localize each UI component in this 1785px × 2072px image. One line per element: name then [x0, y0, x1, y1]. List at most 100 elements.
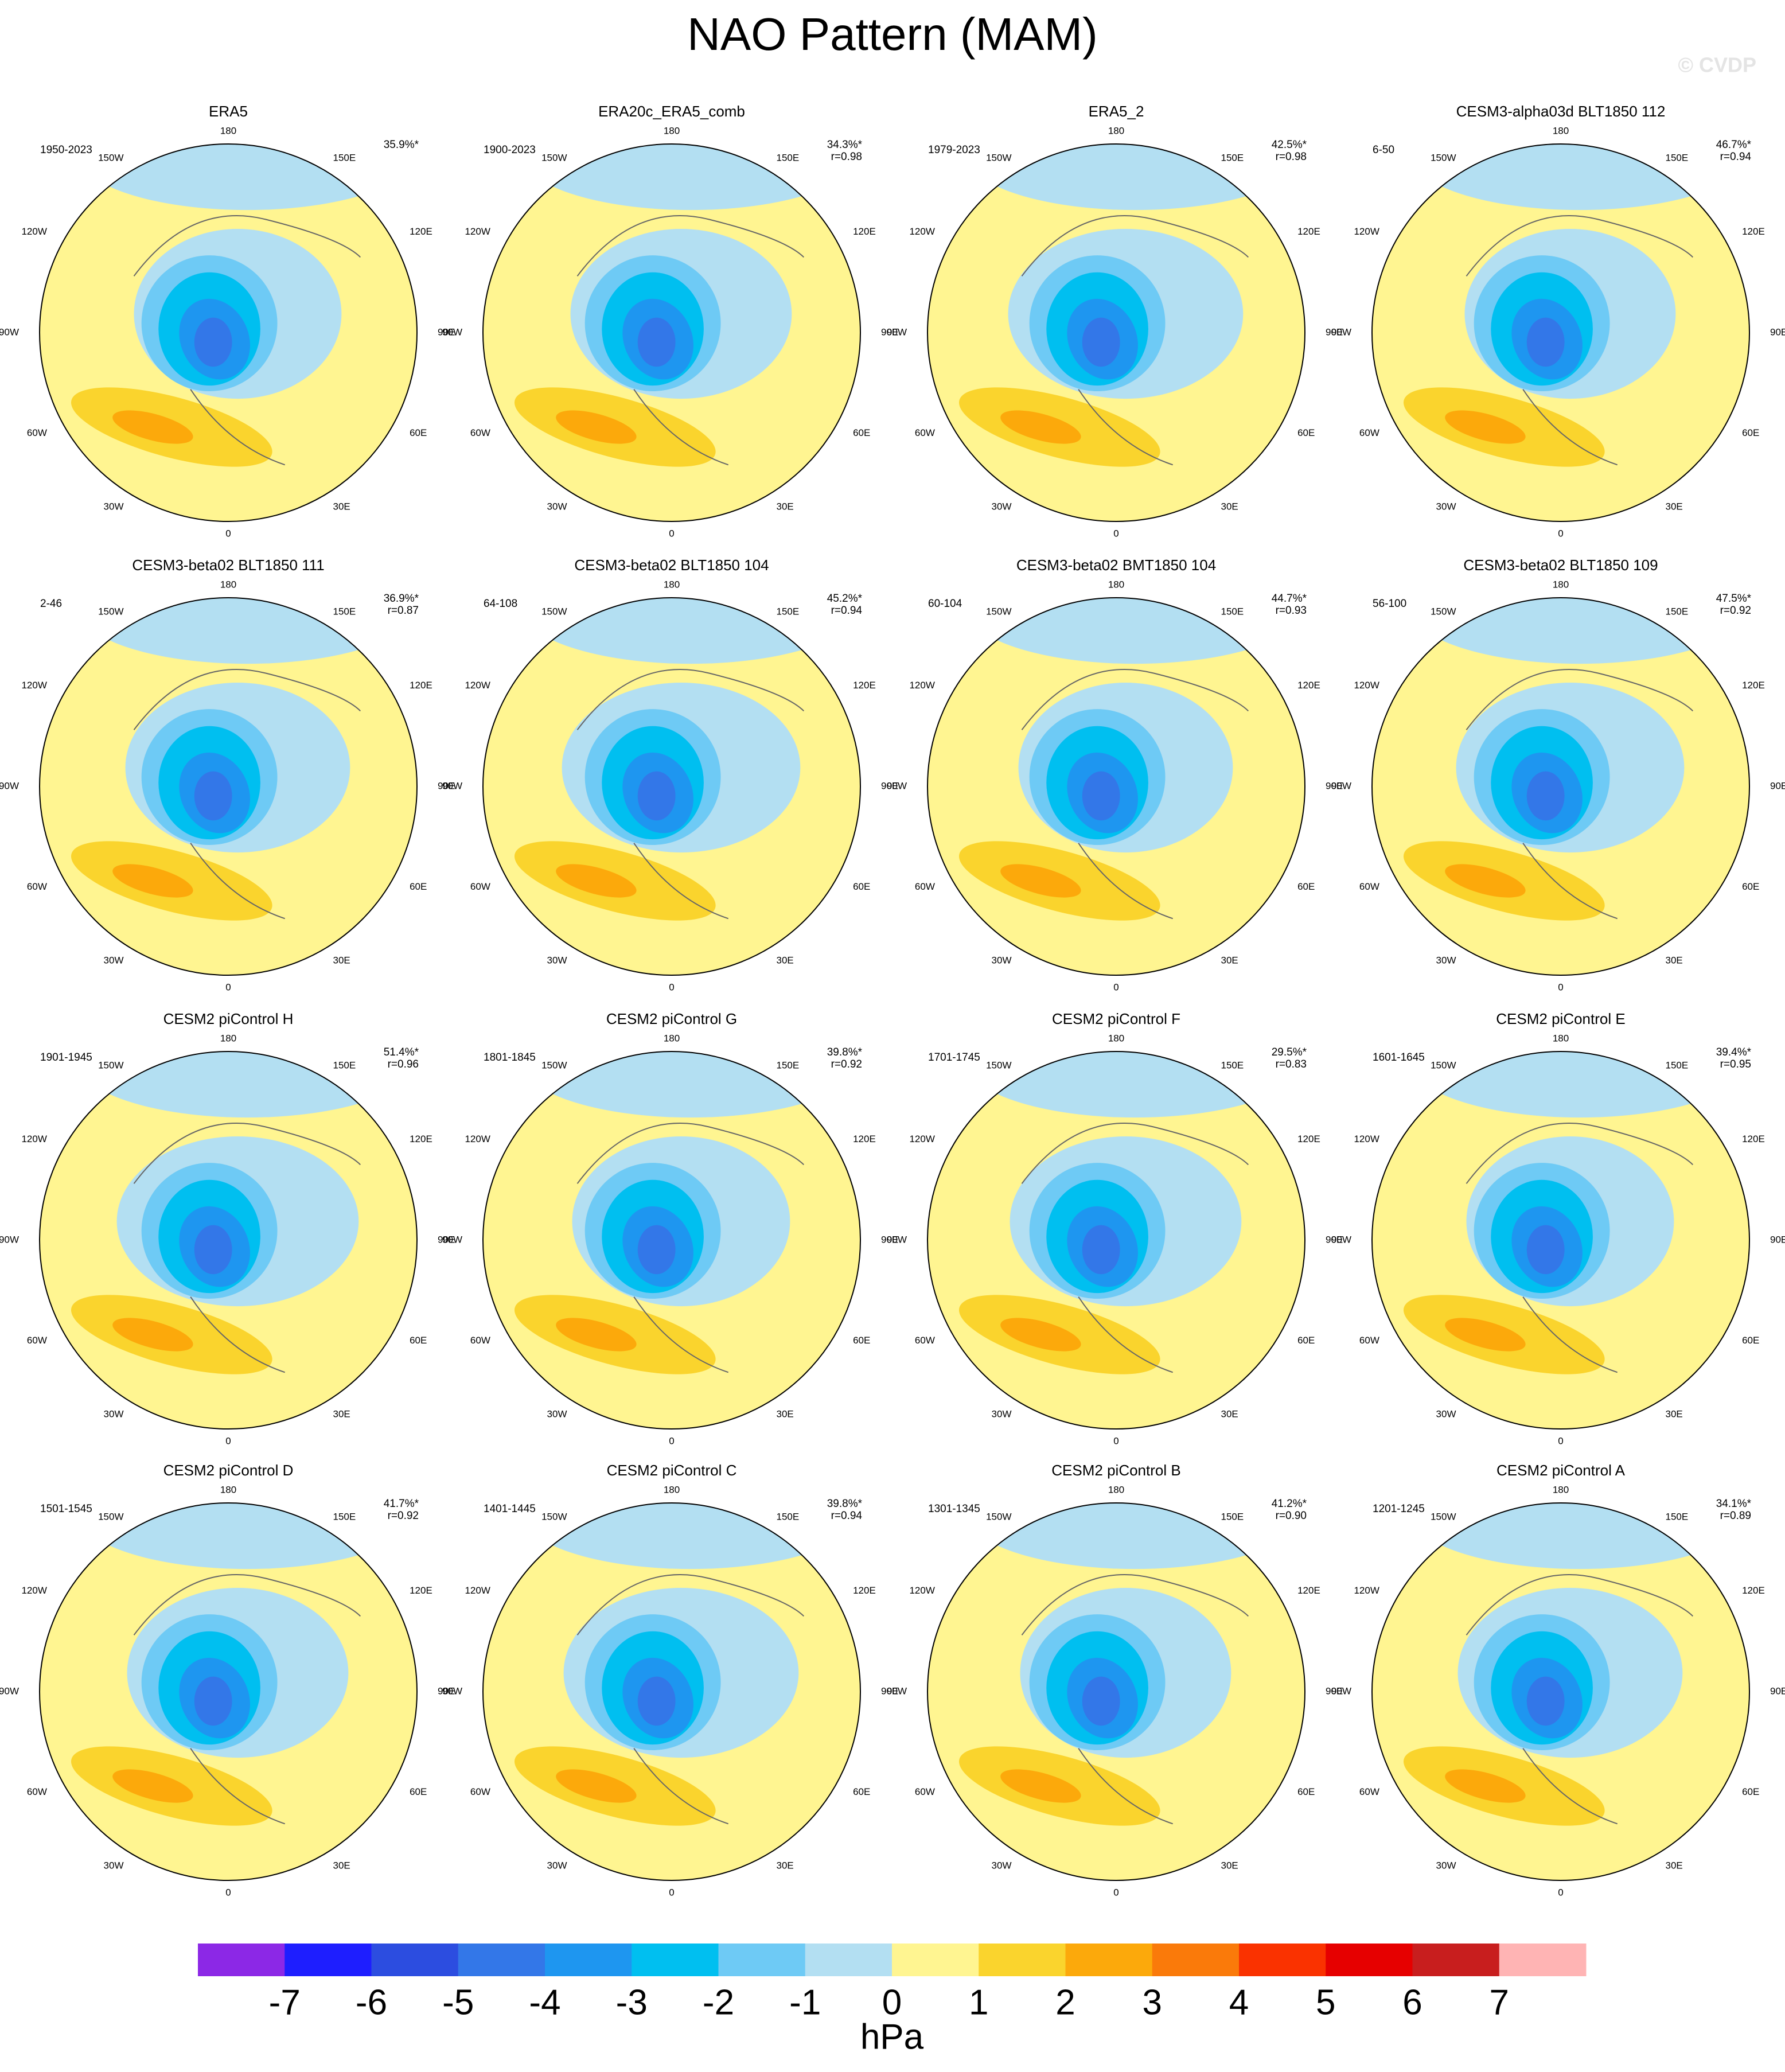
longitude-label: 150W [98, 1060, 123, 1071]
panel-period: 6-50 [1373, 144, 1394, 156]
longitude-label: 120E [1742, 1134, 1765, 1144]
shade-region [1526, 771, 1565, 821]
longitude-label: 150W [1431, 1060, 1456, 1071]
shade-region [1082, 1225, 1120, 1275]
longitude-label: 120W [465, 1134, 490, 1144]
longitude-label: 30E [777, 1860, 794, 1871]
panel-correlation: r=0.94 [831, 1510, 863, 1522]
shade-region [965, 144, 1305, 211]
panel-variance: 34.3%* [827, 139, 863, 151]
longitude-label: 120W [1354, 680, 1379, 691]
map-border [1371, 1502, 1750, 1881]
longitude-label: 90E [438, 1685, 455, 1696]
longitude-label: 180 [664, 1484, 680, 1495]
panel-period: 1801-1845 [484, 1051, 536, 1064]
shade-region [637, 317, 676, 367]
longitude-label: 120E [1297, 680, 1320, 691]
colorbar-tick-label: 3 [1143, 1983, 1162, 2022]
longitude-label: 180 [664, 1033, 680, 1043]
longitude-label: 90W [0, 1685, 19, 1696]
longitude-label: 120E [1297, 1585, 1320, 1596]
longitude-label: 90W [0, 1234, 19, 1245]
map-border [39, 143, 418, 522]
longitude-label: 150E [777, 1512, 800, 1522]
longitude-label: 0 [225, 528, 231, 539]
longitude-label: 120W [909, 680, 934, 691]
longitude-label: 0 [1558, 1887, 1563, 1898]
longitude-label: 90E [1770, 1234, 1785, 1245]
map-border [927, 1502, 1305, 1881]
longitude-label: 120E [853, 1134, 876, 1144]
longitude-label: 60E [853, 427, 870, 438]
longitude-label: 60W [915, 427, 935, 438]
map-panel [927, 1051, 1305, 1429]
shade-region [1526, 1676, 1565, 1726]
panel-title: CESM3-beta02 BLT1850 104 [574, 556, 769, 574]
coastline [1466, 1574, 1694, 1825]
map-panel [927, 1503, 1305, 1880]
panel-title: ERA20c_ERA5_comb [598, 103, 745, 120]
shade-region [556, 410, 637, 444]
map-border [39, 1051, 418, 1430]
map-border [927, 143, 1305, 522]
longitude-label: 30E [1666, 1860, 1683, 1871]
longitude-label: 60E [853, 1786, 870, 1797]
panel-title: CESM3-beta02 BLT1850 111 [132, 556, 324, 574]
colorbar-tick-label: -1 [789, 1983, 821, 2022]
longitude-label: 60E [410, 1786, 427, 1797]
watermark: © CVDP [1678, 53, 1756, 77]
map-panel [40, 598, 417, 975]
longitude-label: 30W [547, 1408, 567, 1419]
panel-title: CESM3-beta02 BLT1850 109 [1463, 556, 1658, 574]
map-panel [483, 1051, 860, 1429]
shade-region [556, 1318, 637, 1352]
shade-region [1526, 317, 1565, 367]
colorbar-unit: hPa [860, 2017, 924, 2057]
longitude-label: 0 [669, 982, 674, 992]
panel-correlation: r=0.98 [831, 151, 862, 163]
longitude-label: 90W [442, 1685, 462, 1696]
coastline [1466, 669, 1694, 920]
longitude-label: 150E [1666, 1512, 1689, 1522]
longitude-label: 120E [853, 1585, 876, 1596]
longitude-label: 150E [1221, 606, 1244, 617]
panel-variance: 34.1%* [1716, 1498, 1752, 1510]
longitude-label: 30E [777, 955, 794, 965]
longitude-label: 60E [853, 1335, 870, 1346]
longitude-label: 60W [470, 1786, 490, 1797]
longitude-label: 60W [915, 1786, 935, 1797]
shade-region [112, 1769, 193, 1803]
panel-title: CESM3-alpha03d BLT1850 112 [1456, 103, 1666, 120]
map-border [482, 1051, 861, 1430]
longitude-label: 90E [881, 326, 898, 337]
panel-title: ERA5 [209, 103, 248, 120]
panel-variance: 45.2%* [827, 593, 863, 605]
panel-variance: 46.7%* [1716, 139, 1752, 151]
longitude-label: 0 [669, 1435, 674, 1446]
longitude-label: 60E [1297, 427, 1315, 438]
longitude-label: 150W [1431, 1512, 1456, 1522]
longitude-label: 90W [442, 1234, 462, 1245]
longitude-label: 150W [541, 1060, 567, 1071]
longitude-label: 30W [1436, 501, 1456, 512]
panel-correlation: r=0.95 [1720, 1058, 1751, 1070]
map-border [482, 1502, 861, 1881]
shade-region [1000, 1769, 1081, 1803]
panel-title: CESM2 piControl C [607, 1462, 737, 1479]
longitude-label: 120W [465, 226, 490, 237]
longitude-label: 60W [1359, 1335, 1379, 1346]
longitude-label: 60E [1742, 1786, 1759, 1797]
longitude-label: 30W [992, 1860, 1012, 1871]
longitude-label: 180 [220, 1484, 236, 1495]
longitude-label: 60E [410, 427, 427, 438]
longitude-label: 30E [1666, 1408, 1683, 1419]
panel-period: 1979-2023 [928, 144, 980, 156]
longitude-label: 30W [1436, 955, 1456, 965]
colorbar-tick-label: -6 [356, 1983, 387, 2022]
longitude-label: 120W [465, 1585, 490, 1596]
longitude-label: 120W [21, 1585, 46, 1596]
coastline [133, 669, 361, 920]
longitude-label: 90E [1326, 780, 1343, 791]
panel-period: 1201-1245 [1373, 1503, 1425, 1515]
panel-variance: 39.8%* [827, 1498, 863, 1510]
